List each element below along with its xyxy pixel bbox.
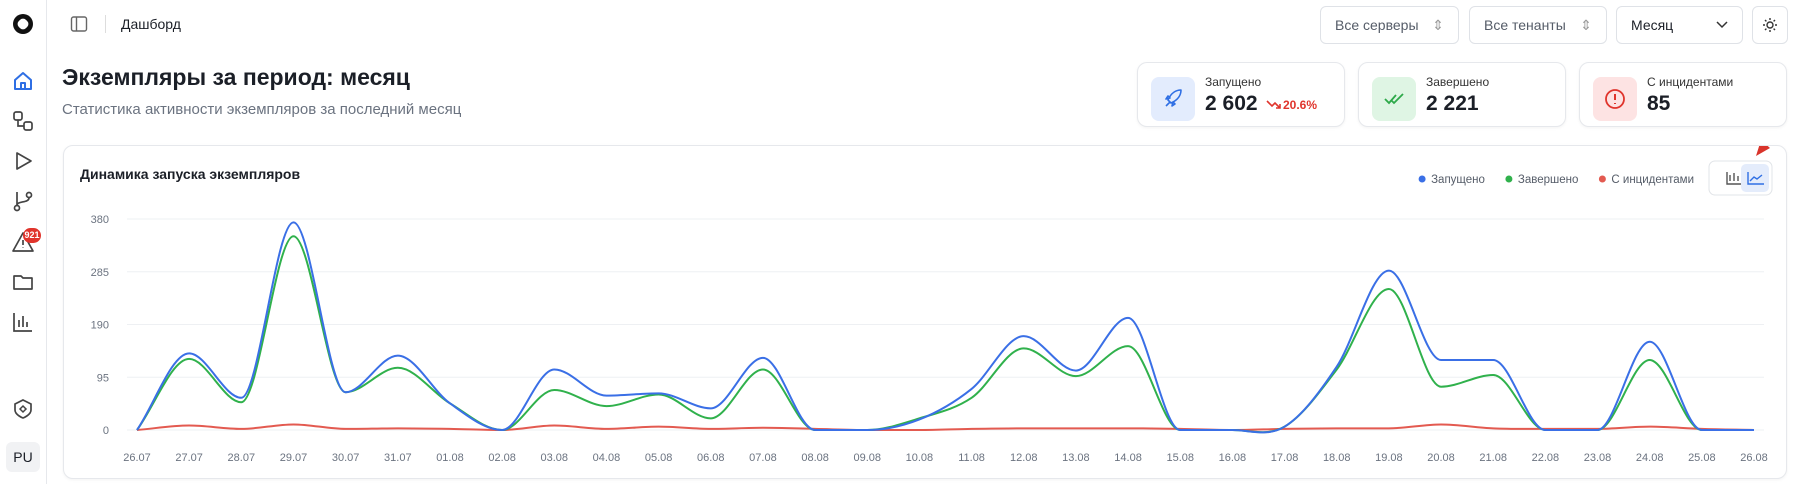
stat-value: 85 — [1647, 92, 1671, 115]
server-filter[interactable]: Все серверы ⇕ — [1320, 6, 1459, 44]
stat-value: 2 602 — [1205, 92, 1258, 115]
y-tick-label: 190 — [91, 320, 109, 332]
trend-down-icon — [1266, 100, 1281, 109]
stat-label: Завершено — [1426, 75, 1490, 89]
x-tick-label: 26.08 — [1740, 452, 1768, 464]
chart-title: Динамика запуска экземпляров — [80, 166, 300, 182]
user-avatar[interactable]: PU — [6, 442, 40, 472]
stat-icon — [1372, 77, 1416, 121]
stat-label: С инцидентами — [1647, 75, 1734, 89]
tenant-filter[interactable]: Все тенанты ⇕ — [1469, 6, 1607, 44]
x-tick-label: 10.08 — [906, 452, 934, 464]
x-tick-label: 19.08 — [1375, 452, 1403, 464]
x-tick-label: 22.08 — [1532, 452, 1560, 464]
x-tick-label: 30.07 — [332, 452, 360, 464]
x-tick-label: 13.08 — [1062, 452, 1090, 464]
x-tick-label: 20.08 — [1427, 452, 1455, 464]
x-tick-label: 03.08 — [541, 452, 569, 464]
breadcrumb[interactable]: Дашборд — [121, 16, 181, 32]
legend-label: С инцидентами — [1611, 174, 1694, 186]
stat-card: С инцидентами 85 — [1579, 62, 1787, 127]
x-tick-label: 05.08 — [645, 452, 673, 464]
y-tick-label: 0 — [103, 425, 109, 437]
divider — [105, 15, 106, 33]
x-tick-label: 07.08 — [749, 452, 777, 464]
nav-run[interactable] — [11, 149, 35, 173]
line-view-icon — [1747, 172, 1764, 185]
x-tick-label: 06.08 — [697, 452, 725, 464]
nav-reports[interactable] — [11, 310, 35, 334]
x-tick-label: 29.07 — [280, 452, 308, 464]
bar-view-button[interactable] — [1726, 172, 1743, 185]
series-line — [136, 235, 1754, 434]
stat-icon — [1151, 77, 1195, 121]
x-tick-label: 17.08 — [1271, 452, 1299, 464]
x-tick-label: 12.08 — [1010, 452, 1038, 464]
y-tick-label: 380 — [91, 214, 109, 226]
page-title: Экземпляры за период: месяц — [62, 64, 410, 90]
period-select[interactable]: Месяц — [1616, 6, 1743, 44]
stat-value: 2 221 — [1426, 92, 1479, 115]
x-tick-label: 02.08 — [488, 452, 516, 464]
legend-swatch — [1505, 175, 1513, 183]
legend-swatch — [1598, 175, 1606, 183]
x-tick-label: 23.08 — [1584, 452, 1612, 464]
logo[interactable] — [11, 12, 35, 36]
annotation-arrowhead — [1756, 146, 1770, 156]
x-tick-label: 26.07 — [123, 452, 151, 464]
x-tick-label: 28.07 — [228, 452, 256, 464]
y-tick-label: 95 — [97, 372, 109, 384]
x-tick-label: 08.08 — [801, 452, 829, 464]
legend-swatch — [1418, 175, 1426, 183]
stat-label: Запущено — [1205, 75, 1262, 89]
stat-trend: 20.6% — [1283, 98, 1318, 112]
nav-processes[interactable] — [11, 109, 35, 133]
x-tick-label: 18.08 — [1323, 452, 1351, 464]
sidebar-toggle[interactable] — [70, 15, 88, 33]
nav-home[interactable] — [11, 69, 35, 93]
legend-label: Запущено — [1431, 174, 1485, 186]
page-subtitle: Статистика активности экземпляров за пос… — [62, 101, 462, 118]
x-tick-label: 01.08 — [436, 452, 464, 464]
stat-card: Запущено 2 602 20.6% — [1137, 62, 1345, 127]
sidebar: 921 PU — [0, 0, 47, 484]
x-tick-label: 04.08 — [593, 452, 621, 464]
chart: Динамика запуска экземпляров 0 95 190 285 38… — [80, 146, 1773, 464]
nav-branches[interactable] — [11, 189, 35, 213]
y-tick-label: 285 — [91, 267, 109, 279]
filter-label: Все серверы — [1335, 17, 1419, 33]
incident-badge: 921 — [23, 228, 41, 243]
x-tick-label: 21.08 — [1479, 452, 1507, 464]
x-tick-label: 16.08 — [1219, 452, 1247, 464]
x-tick-label: 15.08 — [1166, 452, 1194, 464]
x-tick-label: 31.07 — [384, 452, 412, 464]
filter-label: Все тенанты — [1484, 17, 1566, 33]
x-tick-label: 25.08 — [1688, 452, 1716, 464]
x-tick-label: 11.08 — [958, 452, 985, 464]
stat-card: Завершено 2 221 — [1358, 62, 1566, 127]
legend-label: Завершено — [1518, 174, 1578, 186]
nav-security[interactable] — [11, 397, 35, 421]
stat-icon — [1593, 77, 1637, 121]
chart-card: Динамика запуска экземпляров 0 95 190 285 38… — [63, 145, 1787, 479]
x-tick-label: 27.07 — [175, 452, 203, 464]
series-line — [136, 423, 1755, 432]
x-tick-label: 24.08 — [1636, 452, 1664, 464]
series-line — [136, 221, 1754, 434]
period-label: Месяц — [1631, 17, 1674, 33]
theme-toggle[interactable] — [1752, 6, 1788, 44]
header: Дашборд Все серверы ⇕ Все тенанты ⇕ Месяц — [47, 0, 1796, 48]
x-tick-label: 14.08 — [1114, 452, 1142, 464]
x-tick-label: 09.08 — [853, 452, 881, 464]
nav-folders[interactable] — [11, 270, 35, 294]
